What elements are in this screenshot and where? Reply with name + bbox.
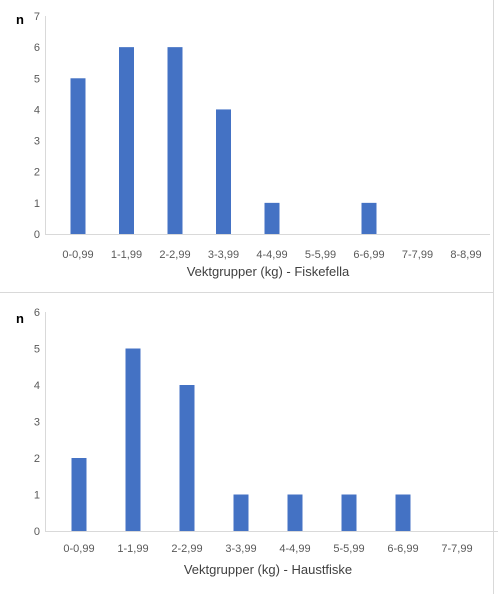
bar xyxy=(179,385,195,531)
y-tick-label: 1 xyxy=(34,198,40,210)
x-tick-label: 6-6,99 xyxy=(353,249,384,261)
x-tick-label: 7-7,99 xyxy=(441,543,472,555)
bar xyxy=(125,348,141,531)
y-tick-label: 5 xyxy=(34,73,40,85)
x-tick-label: 4-4,99 xyxy=(256,249,287,261)
y-tick-label: 3 xyxy=(34,417,40,429)
x-axis-title: Vektgrupper (kg) - Fiskefella xyxy=(187,264,350,279)
y-tick-label: 5 xyxy=(34,344,40,356)
y-tick-label: 2 xyxy=(34,167,40,179)
y-tick-label: 7 xyxy=(34,11,40,23)
y-tick-label: 4 xyxy=(34,380,40,392)
x-tick-label: 3-3,99 xyxy=(208,249,239,261)
bar xyxy=(216,109,231,234)
x-tick-label: 4-4,99 xyxy=(279,543,310,555)
x-tick-label: 3-3,99 xyxy=(225,543,256,555)
bar xyxy=(395,494,411,531)
y-tick-label: 3 xyxy=(34,136,40,148)
y-tick-label: 6 xyxy=(34,307,40,319)
bar xyxy=(361,202,377,234)
bar xyxy=(287,494,303,531)
x-tick-label: 2-2,99 xyxy=(171,543,202,555)
bar xyxy=(71,458,87,531)
y-axis-title: n xyxy=(16,12,24,27)
x-tick-label: 5-5,99 xyxy=(305,249,336,261)
y-tick-label: 1 xyxy=(34,490,40,502)
x-tick-label: 0-0,99 xyxy=(62,249,93,261)
x-tick-label: 7-7,99 xyxy=(402,249,433,261)
bar xyxy=(167,47,183,235)
x-tick-label: 1-1,99 xyxy=(111,249,142,261)
y-tick-label: 0 xyxy=(34,229,40,241)
bar xyxy=(264,202,280,234)
y-tick-label: 4 xyxy=(34,104,40,116)
y-tick-label: 0 xyxy=(34,526,40,538)
bar xyxy=(341,494,357,531)
bar xyxy=(70,78,86,235)
bar xyxy=(119,47,134,235)
x-axis-title: Vektgrupper (kg) - Haustfiske xyxy=(184,562,352,577)
x-tick-label: 1-1,99 xyxy=(117,543,148,555)
x-tick-label: 0-0,99 xyxy=(63,543,94,555)
x-tick-label: 2-2,99 xyxy=(159,249,190,261)
y-tick-label: 6 xyxy=(34,42,40,54)
y-tick-label: 2 xyxy=(34,453,40,465)
bar xyxy=(233,494,249,531)
x-tick-label: 6-6,99 xyxy=(387,543,418,555)
x-tick-label: 5-5,99 xyxy=(333,543,364,555)
y-axis-title: n xyxy=(16,311,24,326)
x-tick-label: 8-8,99 xyxy=(450,249,481,261)
